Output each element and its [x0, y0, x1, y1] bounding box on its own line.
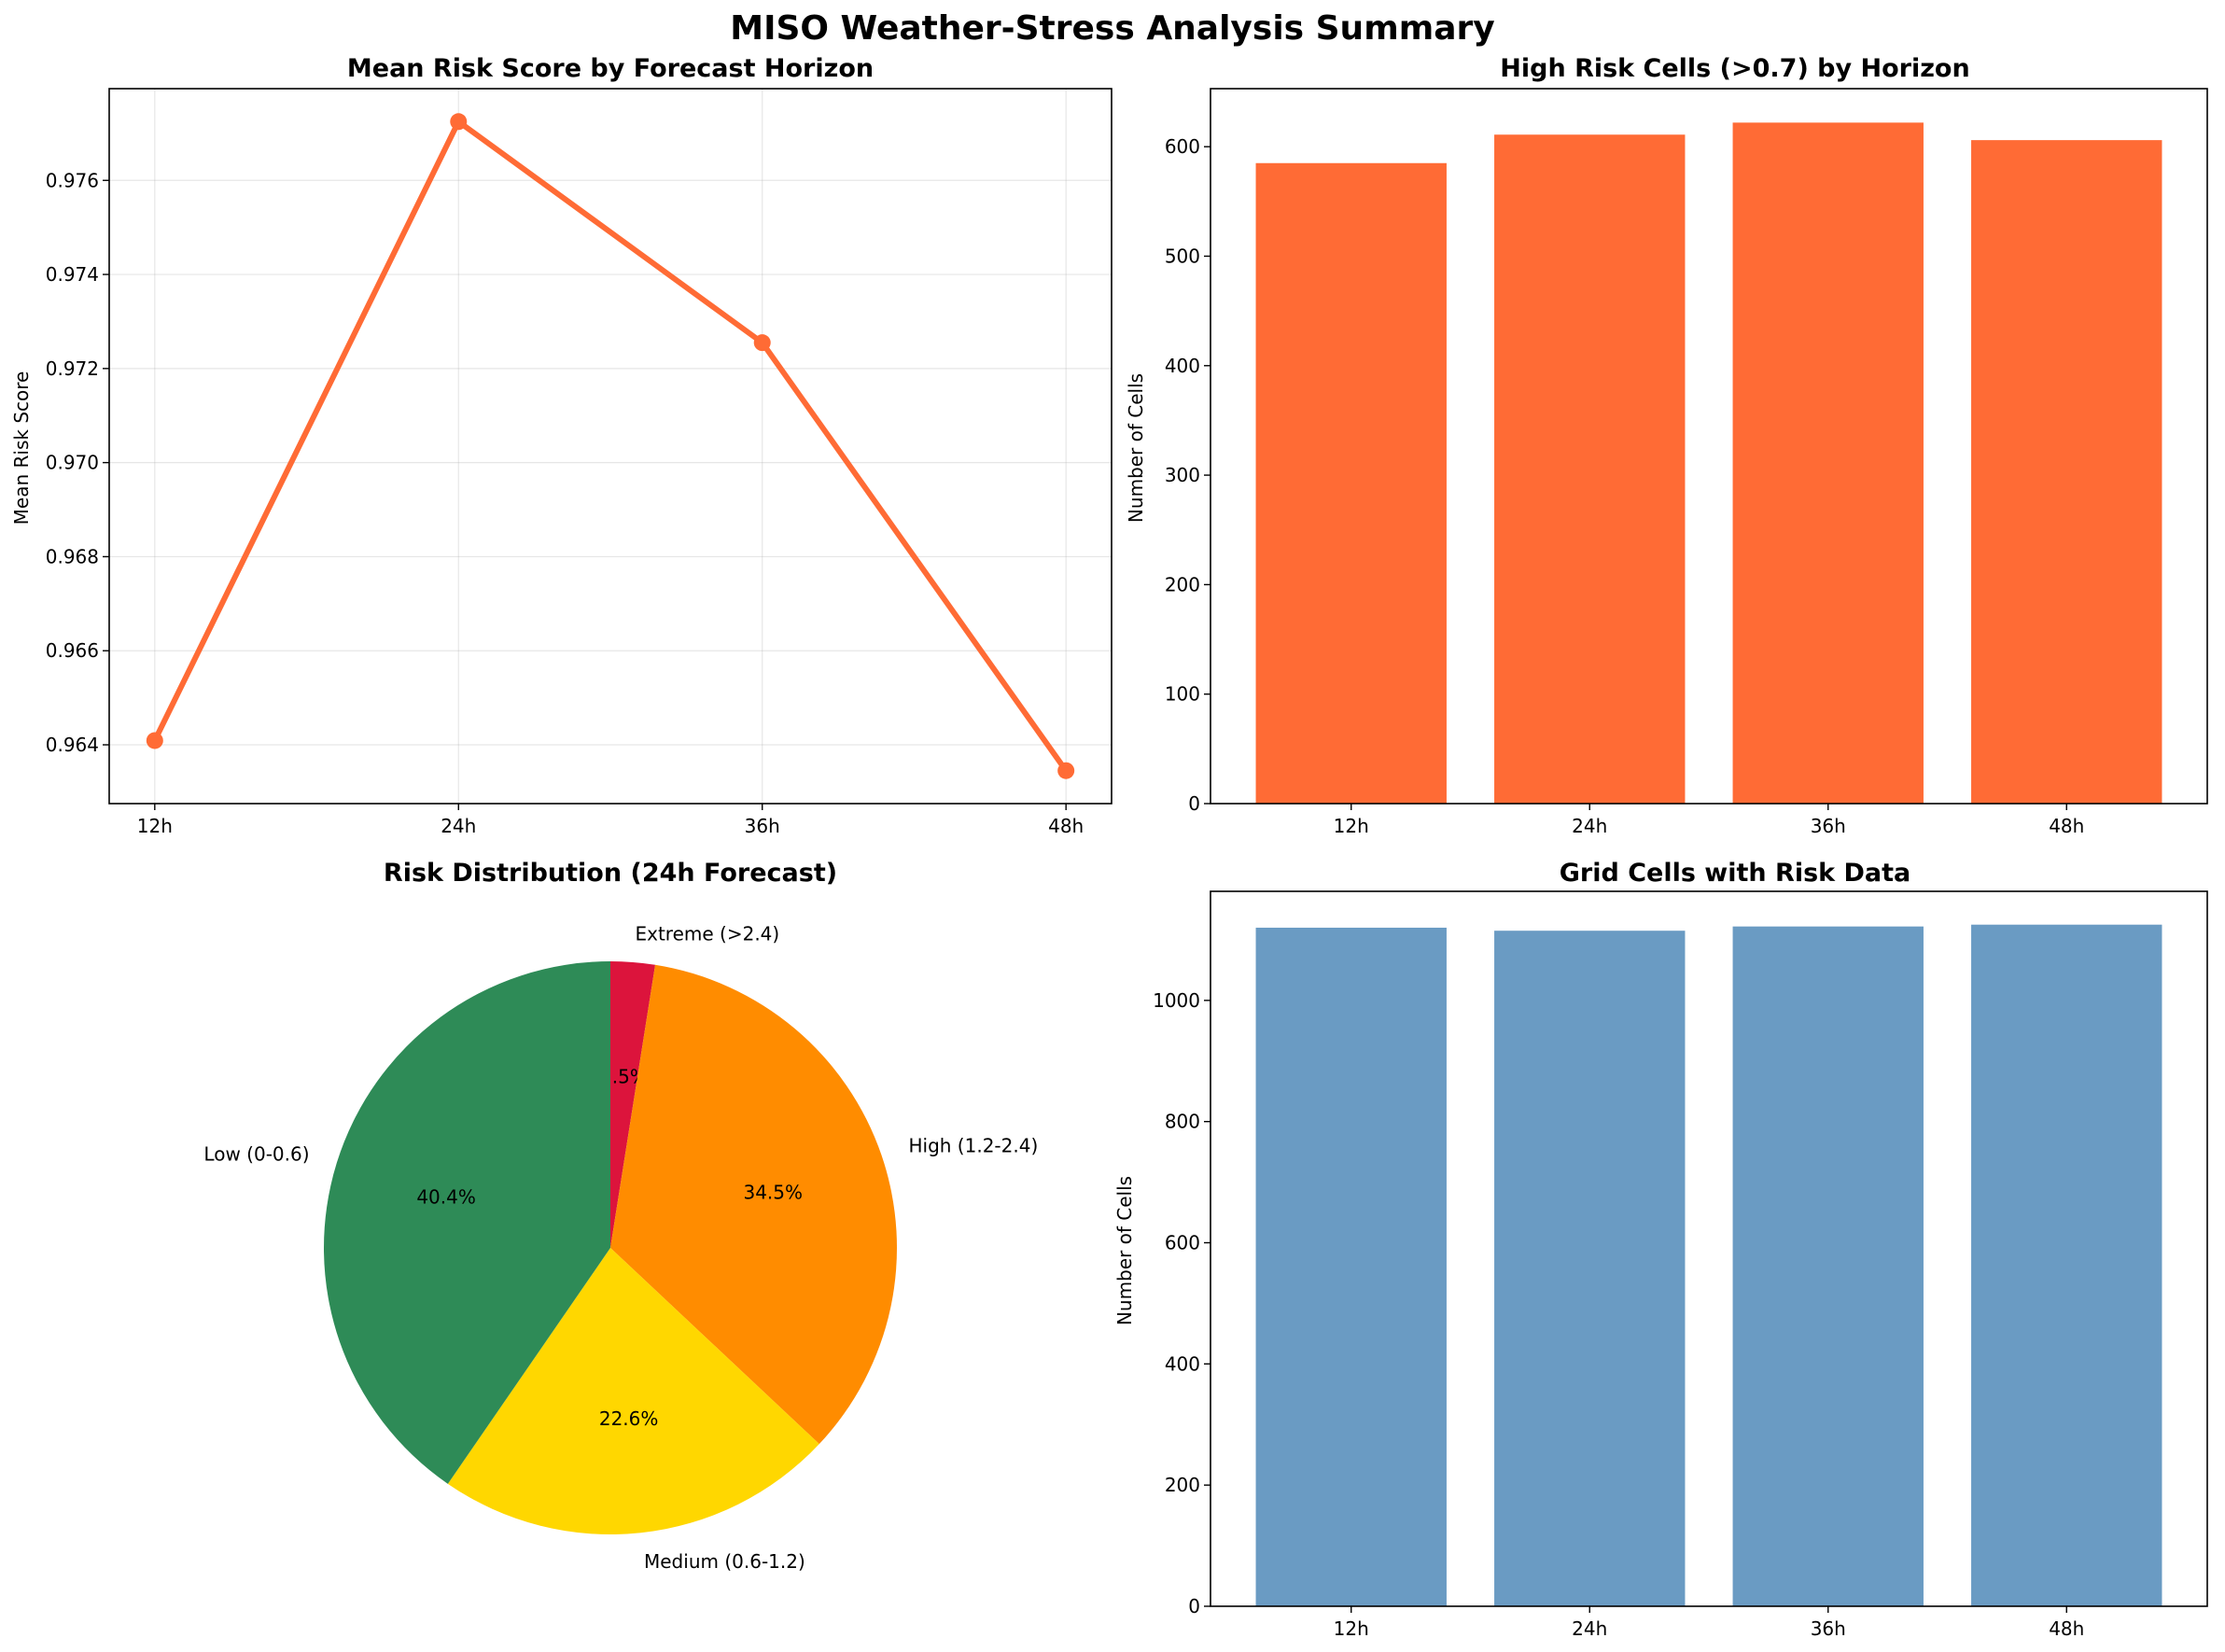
grid-cells-bar-ytick-label: 200 [1165, 1474, 1200, 1496]
high-risk-bar-ylabel: Number of Cells [1125, 373, 1147, 523]
high-risk-bar-ytick-label: 400 [1165, 355, 1200, 377]
mean-risk-line-ytick-label: 0.972 [46, 357, 99, 380]
mean-risk-point [450, 113, 468, 131]
pie-label-high: High (1.2-2.4) [908, 1135, 1038, 1157]
mean-risk-point [146, 732, 163, 749]
high-risk-bar-bar [1255, 162, 1447, 805]
mean-risk-line-frame [108, 88, 1112, 805]
high-risk-bar-xtick-label: 12h [1334, 815, 1369, 837]
pie-slice-medium [447, 1248, 819, 1534]
high-risk-bar-xtick-label: 24h [1572, 815, 1607, 837]
mean-risk-line-xtick-label: 12h [137, 815, 173, 837]
grid-cells-bar-xtick-label: 24h [1572, 1617, 1607, 1640]
mean-risk-line-ytick-label: 0.968 [46, 545, 99, 567]
grid-cells-bar-bar [1494, 931, 1686, 1606]
high-risk-bar-frame [1210, 88, 2208, 805]
grid-cells-bar-ytick-label: 0 [1188, 1595, 1200, 1617]
grid-cells-bar-ytick-label: 1000 [1153, 989, 1200, 1012]
high-risk-bar-title: High Risk Cells (>0.7) by Horizon [1500, 54, 1969, 83]
high-risk-bar-bar [1494, 134, 1686, 804]
mean-risk-line-ytick-label: 0.970 [46, 452, 99, 474]
pie-label-medium: Medium (0.6-1.2) [644, 1550, 805, 1573]
pie-pct-medium: 22.6% [599, 1407, 659, 1430]
mean-risk-line-ytick-label: 0.964 [46, 734, 99, 756]
grid-cells-bar-xtick-label: 36h [1811, 1617, 1846, 1640]
mean-risk-line-ytick-label: 0.974 [46, 263, 99, 286]
pie-slice-extreme [610, 961, 656, 1248]
grid-cells-bar-ytick-label: 800 [1165, 1111, 1200, 1133]
pie-pct-low: 40.4% [416, 1185, 476, 1208]
high-risk-bar-xtick-label: 36h [1811, 815, 1846, 837]
figure-title: MISO Weather-Stress Analysis Summary [730, 9, 1494, 48]
high-risk-bar-ytick-label: 200 [1165, 573, 1200, 595]
mean-risk-line-ylabel: Mean Risk Score [10, 371, 33, 525]
high-risk-bar-bar [1732, 122, 1924, 804]
high-risk-bar-ytick-label: 600 [1165, 135, 1200, 158]
grid-cells-bar-ytick-label: 600 [1165, 1232, 1200, 1254]
pie-pct-high: 34.5% [743, 1181, 803, 1203]
high-risk-bar-xtick-label: 48h [2049, 815, 2084, 837]
grid-cells-bar-bar [1255, 927, 1447, 1606]
grid-cells-bar-title: Grid Cells with Risk Data [1560, 859, 1911, 888]
pie-slice-low [323, 961, 610, 1484]
grid-cells-bar-ytick-label: 400 [1165, 1352, 1200, 1375]
high-risk-bar-ytick-label: 500 [1165, 245, 1200, 267]
grid-cells-bar-bar [1732, 926, 1924, 1606]
high-risk-bar-ytick-label: 100 [1165, 683, 1200, 706]
grid-cells-bar-bar [1971, 924, 2162, 1606]
mean-risk-line-xtick-label: 24h [441, 815, 476, 837]
grid-cells-bar-ylabel: Number of Cells [1113, 1176, 1136, 1325]
high-risk-bar-panel: High Risk Cells (>0.7) by Horizon Number… [1125, 54, 2208, 837]
grid-cells-bar-panel: Grid Cells with Risk Data Number of Cell… [1113, 859, 2208, 1640]
mean-risk-line-xtick-label: 36h [745, 815, 780, 837]
mean-risk-point [1057, 762, 1075, 779]
mean-risk-line-panel: Mean Risk Score by Forecast Horizon Mean… [10, 54, 1112, 837]
mean-risk-line-title: Mean Risk Score by Forecast Horizon [347, 54, 874, 83]
risk-distribution-pie-panel: Risk Distribution (24h Forecast) Extreme… [203, 859, 1038, 1573]
pie-slice-high [610, 964, 898, 1445]
mean-risk-line-xtick-label: 48h [1048, 815, 1084, 837]
mean-risk-point [753, 334, 771, 352]
pie-label-low: Low (0-0.6) [203, 1143, 309, 1166]
high-risk-bar-bar [1971, 140, 2162, 804]
grid-cells-bar-frame [1210, 890, 2208, 1607]
grid-cells-bar-xtick-label: 48h [2049, 1617, 2084, 1640]
mean-risk-series-line [151, 119, 1070, 774]
high-risk-bar-ytick-label: 300 [1165, 464, 1200, 486]
risk-distribution-pie-title: Risk Distribution (24h Forecast) [384, 859, 837, 888]
grid-cells-bar-xtick-label: 12h [1334, 1617, 1369, 1640]
mean-risk-line-ytick-label: 0.976 [46, 169, 99, 191]
mean-risk-line-ytick-label: 0.966 [46, 639, 99, 662]
high-risk-bar-ytick-label: 0 [1188, 792, 1200, 815]
pie-label-extreme: Extreme (>2.4) [635, 922, 779, 945]
